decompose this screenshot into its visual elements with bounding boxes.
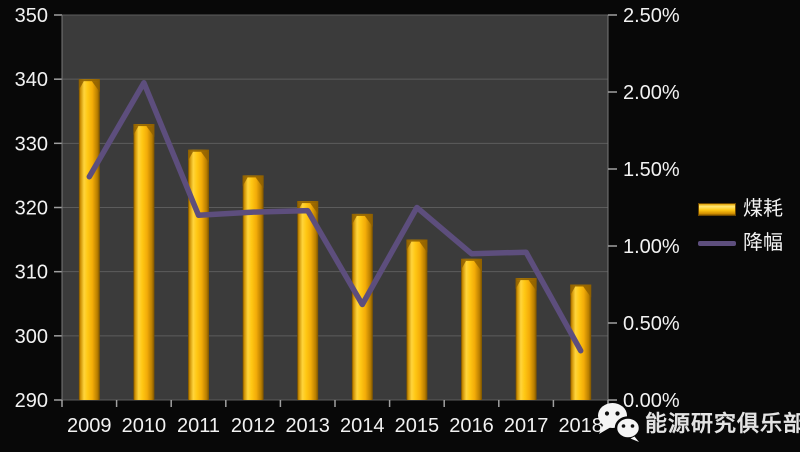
- bar-top-rim: [515, 278, 537, 281]
- bar-top-shade-left: [570, 286, 576, 296]
- left-axis-tick-label: 330: [15, 133, 48, 155]
- legend-label-decline: 降幅: [743, 232, 783, 254]
- chart-legend: 煤耗 降幅: [698, 199, 783, 253]
- bar-top-shade-right: [474, 260, 482, 272]
- left-axis-tick-label: 340: [15, 69, 48, 91]
- x-axis-label-2014: 2014: [340, 415, 385, 437]
- left-axis-tick-label: 300: [15, 326, 48, 348]
- right-axis-tick-label: 2.50%: [623, 5, 680, 27]
- bar-series-swatch-icon: [698, 202, 736, 216]
- legend-item-coal: 煤耗: [698, 199, 783, 219]
- bar-top-shade-right: [419, 241, 428, 253]
- x-axis-label-2009: 2009: [67, 415, 112, 437]
- bar-top-shade-left: [242, 177, 248, 187]
- bar-2012: [242, 175, 264, 400]
- bar-top-shade-left: [78, 81, 84, 91]
- bar-2010: [133, 124, 155, 400]
- bar-top-rim: [188, 149, 209, 152]
- bar-top-rim: [461, 258, 482, 261]
- bar-2015: [406, 239, 428, 400]
- right-axis-tick-label: 1.50%: [623, 159, 680, 181]
- left-axis-tick-label: 320: [15, 198, 48, 220]
- bar-top-shade-right: [310, 203, 319, 215]
- bar-top-rim: [78, 79, 100, 82]
- right-axis-tick-label: 0.50%: [623, 313, 680, 335]
- bar-top-rim: [570, 284, 592, 287]
- left-axis-tick-label: 350: [15, 5, 48, 27]
- legend-item-decline: 降幅: [698, 233, 783, 253]
- x-axis-label-2011: 2011: [177, 415, 220, 437]
- bar-top-shade-right: [255, 177, 264, 189]
- bar-top-rim: [351, 213, 373, 216]
- bar-top-rim: [406, 239, 428, 242]
- bar-2011: [188, 149, 209, 400]
- bar-2016: [461, 258, 482, 400]
- bar-top-shade-left: [351, 215, 357, 225]
- bar-2013: [297, 201, 319, 400]
- bar-top-shade-left: [188, 151, 193, 161]
- x-axis-label-2017: 2017: [504, 415, 549, 437]
- bar-top-shade-right: [146, 126, 155, 138]
- right-axis-tick-label: 1.00%: [623, 236, 680, 258]
- bar-top-rim: [297, 201, 319, 204]
- bar-2017: [515, 278, 537, 400]
- x-axis-label-2016: 2016: [449, 415, 494, 437]
- watermark: 能源研究俱乐部: [596, 401, 800, 443]
- x-axis-label-2013: 2013: [285, 415, 330, 437]
- bar-top-shade-left: [406, 241, 412, 251]
- x-axis-label-2015: 2015: [395, 415, 440, 437]
- bar-2009: [78, 79, 100, 401]
- bar-top-shade-right: [364, 215, 373, 227]
- bar-top-shade-right: [91, 81, 100, 93]
- bar-2018: [570, 284, 592, 400]
- x-axis-label-2018: 2018: [558, 415, 603, 437]
- right-axis-tick-label: 2.00%: [623, 82, 680, 104]
- bar-top-shade-left: [461, 260, 466, 270]
- x-axis-label-2010: 2010: [122, 415, 167, 437]
- left-axis-tick-label: 290: [15, 390, 48, 412]
- bar-top-shade-left: [515, 280, 521, 290]
- bar-top-shade-right: [201, 151, 209, 163]
- left-axis-tick-label: 310: [15, 262, 48, 284]
- watermark-text: 能源研究俱乐部: [645, 411, 800, 436]
- bar-top-shade-right: [528, 280, 537, 292]
- line-series-swatch-icon: [698, 240, 736, 246]
- bar-top-rim: [133, 124, 155, 127]
- bar-top-shade-right: [583, 286, 592, 298]
- legend-label-coal: 煤耗: [743, 198, 783, 220]
- x-axis-label-2012: 2012: [231, 415, 276, 437]
- bar-top-shade-left: [133, 126, 139, 136]
- wechat-logo-icon: [598, 403, 642, 442]
- right-axis-tick-label: 0.00%: [623, 390, 680, 412]
- decline-rate-line: [86, 80, 584, 354]
- bar-top-rim: [242, 175, 264, 178]
